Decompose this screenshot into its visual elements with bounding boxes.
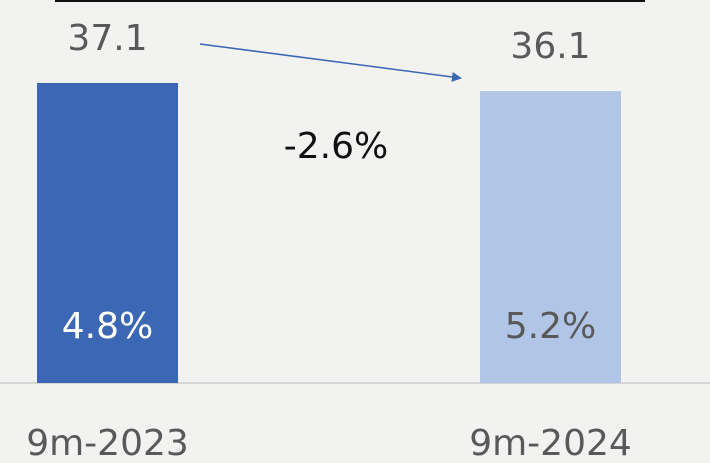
value-label: 36.1 bbox=[510, 26, 590, 67]
change-arrow bbox=[199, 43, 462, 82]
change-label: -2.6% bbox=[284, 126, 388, 167]
x-tick-label: 9m-2023 bbox=[26, 423, 189, 463]
bar-label: 5.2% bbox=[505, 306, 596, 347]
value-label: 37.1 bbox=[67, 18, 147, 59]
x-tick-label: 9m-2024 bbox=[469, 423, 632, 463]
bar bbox=[480, 91, 621, 384]
bar bbox=[37, 83, 178, 383]
bar-label: 4.8% bbox=[62, 306, 153, 347]
